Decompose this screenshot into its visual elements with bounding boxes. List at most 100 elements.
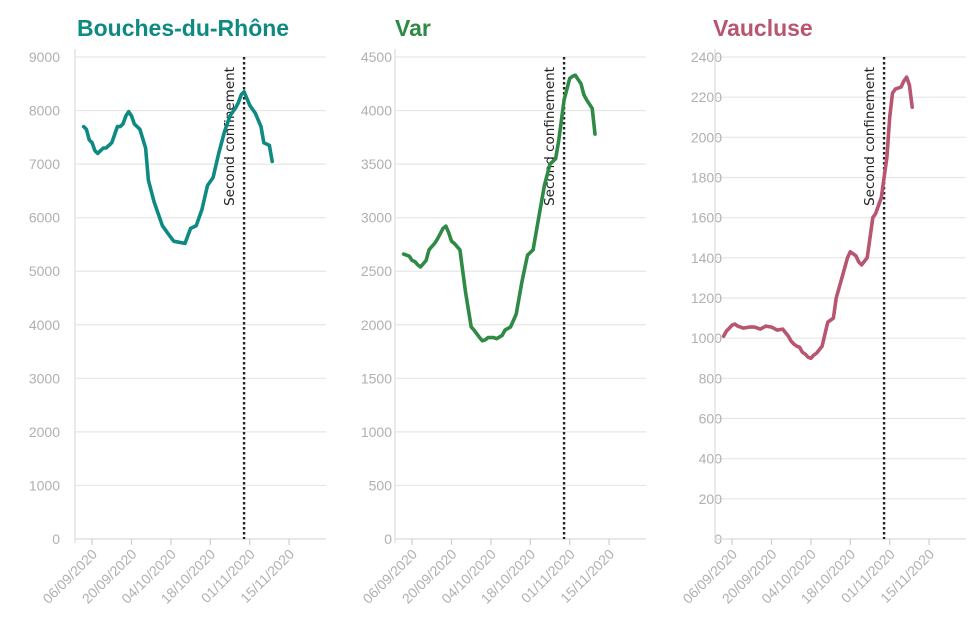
y-tick-label: 600 [699, 411, 723, 427]
data-point [905, 76, 908, 79]
data-point [416, 263, 419, 266]
panel-vaucluse: Vaucluse02004006008001000120014001600180… [679, 15, 966, 607]
data-point [447, 231, 450, 234]
data-point [478, 336, 481, 339]
data-point [593, 133, 596, 136]
data-point [82, 125, 85, 128]
data-point [826, 321, 829, 324]
y-tick-label: 0 [384, 531, 392, 547]
data-point [268, 144, 271, 147]
data-point [453, 242, 456, 245]
data-point [548, 163, 551, 166]
data-point [91, 141, 94, 144]
data-point [787, 335, 790, 338]
data-point [792, 343, 795, 346]
y-tick-label: 4000 [29, 317, 60, 333]
y-tick-label: 0 [52, 531, 60, 547]
y-tick-label: 4000 [361, 103, 392, 119]
data-point [574, 74, 577, 77]
y-tick-label: 1000 [361, 424, 392, 440]
data-point [130, 114, 133, 117]
data-point [105, 146, 108, 149]
data-point [908, 84, 911, 87]
data-point [212, 176, 215, 179]
data-point [520, 280, 523, 283]
data-point [742, 327, 745, 330]
data-point [795, 345, 798, 348]
data-point [472, 329, 475, 332]
data-point [557, 141, 560, 144]
data-point [585, 98, 588, 101]
data-point [271, 160, 274, 163]
data-point [217, 152, 220, 155]
data-point [262, 141, 265, 144]
y-tick-label: 400 [699, 451, 723, 467]
data-point [854, 254, 857, 257]
y-tick-label: 2200 [691, 89, 722, 105]
y-tick-label: 3500 [361, 156, 392, 172]
data-point [495, 337, 498, 340]
data-point [781, 328, 784, 331]
data-point [798, 346, 801, 349]
data-point [99, 149, 102, 152]
data-point [85, 128, 88, 131]
data-point [902, 80, 905, 83]
data-point [243, 90, 246, 93]
data-point [860, 263, 863, 266]
y-tick-label: 5000 [29, 263, 60, 279]
y-tick-label: 2000 [361, 317, 392, 333]
data-point [776, 329, 779, 332]
data-point [532, 248, 535, 251]
data-point [433, 242, 436, 245]
data-point [846, 256, 849, 259]
y-tick-label: 1600 [691, 210, 722, 226]
y-tick-label: 1000 [29, 477, 60, 493]
data-point [888, 116, 891, 119]
data-point [509, 325, 512, 328]
data-point [464, 291, 467, 294]
data-point [133, 122, 136, 125]
y-tick-label: 2400 [691, 49, 722, 65]
data-point [422, 262, 425, 265]
data-point [172, 240, 175, 243]
data-point [402, 253, 405, 256]
series-line [81, 90, 275, 246]
data-point [484, 338, 487, 341]
data-point [537, 216, 540, 219]
data-point [764, 325, 767, 328]
data-point [167, 232, 170, 235]
y-tick-label: 3000 [361, 210, 392, 226]
data-point [821, 345, 824, 348]
data-point [728, 327, 731, 330]
series-line [401, 73, 597, 343]
data-point [739, 326, 742, 329]
data-point [501, 334, 504, 337]
data-point [189, 227, 192, 230]
data-point [228, 114, 231, 117]
data-point [427, 248, 430, 251]
y-tick-label: 1200 [691, 290, 722, 306]
y-tick-label: 500 [369, 477, 393, 493]
data-point [790, 340, 793, 343]
data-point [526, 254, 529, 257]
data-point [731, 324, 734, 327]
data-point [413, 260, 416, 263]
data-point [240, 93, 243, 96]
data-point [722, 335, 725, 338]
data-point [899, 86, 902, 89]
data-point [832, 317, 835, 320]
data-point [849, 250, 852, 253]
data-point [543, 184, 546, 187]
data-point [152, 200, 155, 203]
data-point [234, 106, 237, 109]
data-point [178, 241, 181, 244]
data-point [425, 259, 428, 262]
y-tick-label: 2500 [361, 263, 392, 279]
data-point [147, 179, 150, 182]
y-tick-label: 1400 [691, 250, 722, 266]
data-point [450, 240, 453, 243]
data-point [436, 238, 439, 241]
data-point [747, 326, 750, 329]
data-point [254, 112, 257, 115]
data-point [121, 122, 124, 125]
